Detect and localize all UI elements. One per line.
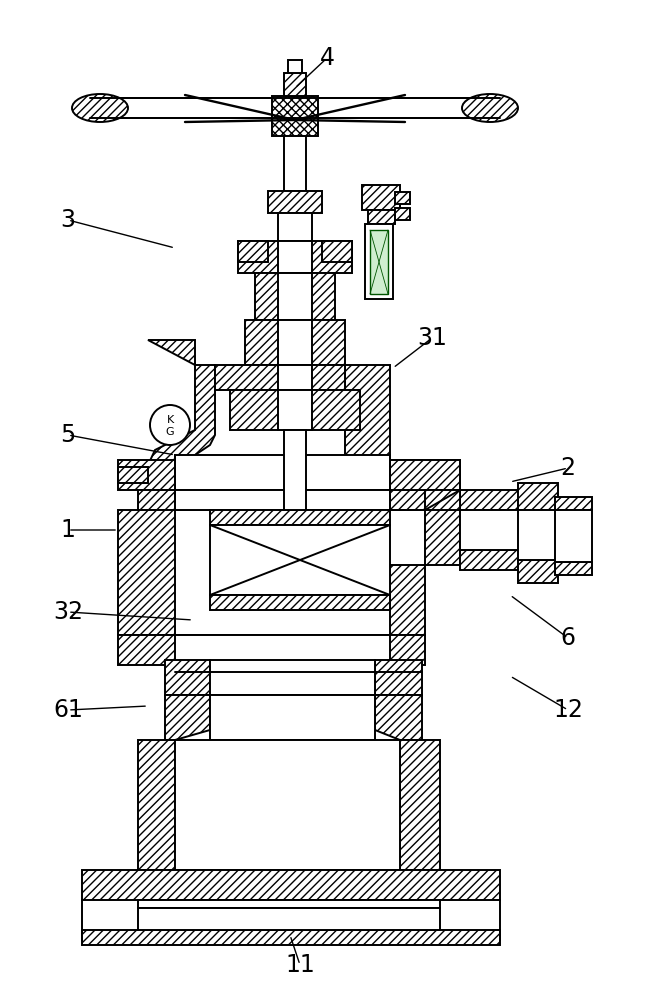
Polygon shape <box>118 460 175 490</box>
Bar <box>395 192 410 204</box>
Circle shape <box>150 405 190 445</box>
Polygon shape <box>555 497 592 510</box>
Text: 32: 32 <box>53 600 83 624</box>
Polygon shape <box>362 185 400 210</box>
Polygon shape <box>390 490 460 510</box>
Bar <box>288 60 302 73</box>
Bar <box>175 455 390 490</box>
Bar <box>395 208 410 220</box>
Polygon shape <box>390 460 460 490</box>
Bar <box>278 273 312 320</box>
Polygon shape <box>460 550 520 570</box>
Polygon shape <box>90 98 500 118</box>
Bar <box>175 635 390 665</box>
Polygon shape <box>400 740 440 870</box>
Bar <box>82 930 500 945</box>
Bar <box>518 510 558 560</box>
Polygon shape <box>148 340 215 500</box>
Text: 61: 61 <box>53 698 83 722</box>
Polygon shape <box>245 320 345 365</box>
Bar <box>268 191 322 213</box>
Bar <box>278 320 312 365</box>
Bar <box>284 430 306 510</box>
Polygon shape <box>390 460 460 490</box>
Polygon shape <box>215 365 345 390</box>
Polygon shape <box>368 210 395 224</box>
Polygon shape <box>210 595 390 610</box>
Bar <box>210 695 375 740</box>
Polygon shape <box>238 241 352 273</box>
Polygon shape <box>210 510 390 525</box>
Polygon shape <box>138 740 175 870</box>
Bar <box>138 908 440 930</box>
Polygon shape <box>375 660 422 695</box>
Text: 5: 5 <box>60 423 76 447</box>
Polygon shape <box>165 660 210 695</box>
Text: 3: 3 <box>61 208 75 232</box>
Polygon shape <box>82 870 500 900</box>
Bar <box>365 224 393 299</box>
Bar <box>210 660 375 695</box>
Bar <box>555 510 592 562</box>
Polygon shape <box>375 695 422 740</box>
Text: 1: 1 <box>61 518 75 542</box>
Bar <box>175 740 400 870</box>
Text: 12: 12 <box>553 698 583 722</box>
Polygon shape <box>230 390 360 430</box>
Text: G: G <box>165 427 175 437</box>
Polygon shape <box>255 273 335 320</box>
Bar <box>175 490 390 510</box>
Polygon shape <box>165 695 210 740</box>
Ellipse shape <box>462 94 518 122</box>
Polygon shape <box>390 565 425 635</box>
Bar <box>278 365 312 390</box>
Polygon shape <box>322 241 352 262</box>
Bar <box>278 213 312 241</box>
Polygon shape <box>118 467 148 483</box>
Text: K: K <box>166 415 173 425</box>
Bar <box>460 510 520 550</box>
Polygon shape <box>238 241 268 262</box>
Polygon shape <box>460 490 520 510</box>
Polygon shape <box>555 562 592 575</box>
Polygon shape <box>345 365 390 460</box>
Bar <box>278 390 312 430</box>
Polygon shape <box>272 96 318 136</box>
Text: 11: 11 <box>285 953 315 977</box>
Text: 2: 2 <box>560 456 576 480</box>
Polygon shape <box>518 483 558 510</box>
Bar <box>284 73 306 96</box>
Ellipse shape <box>72 94 128 122</box>
Polygon shape <box>425 490 460 565</box>
Polygon shape <box>118 635 425 665</box>
Polygon shape <box>118 510 175 635</box>
Text: 31: 31 <box>417 326 447 350</box>
Bar <box>210 525 390 595</box>
Bar <box>370 230 388 294</box>
Polygon shape <box>138 490 460 510</box>
Bar <box>278 241 312 273</box>
Bar <box>284 136 306 191</box>
Bar <box>138 900 440 908</box>
Text: 4: 4 <box>320 46 334 70</box>
Text: 6: 6 <box>560 626 576 650</box>
Polygon shape <box>518 560 558 583</box>
